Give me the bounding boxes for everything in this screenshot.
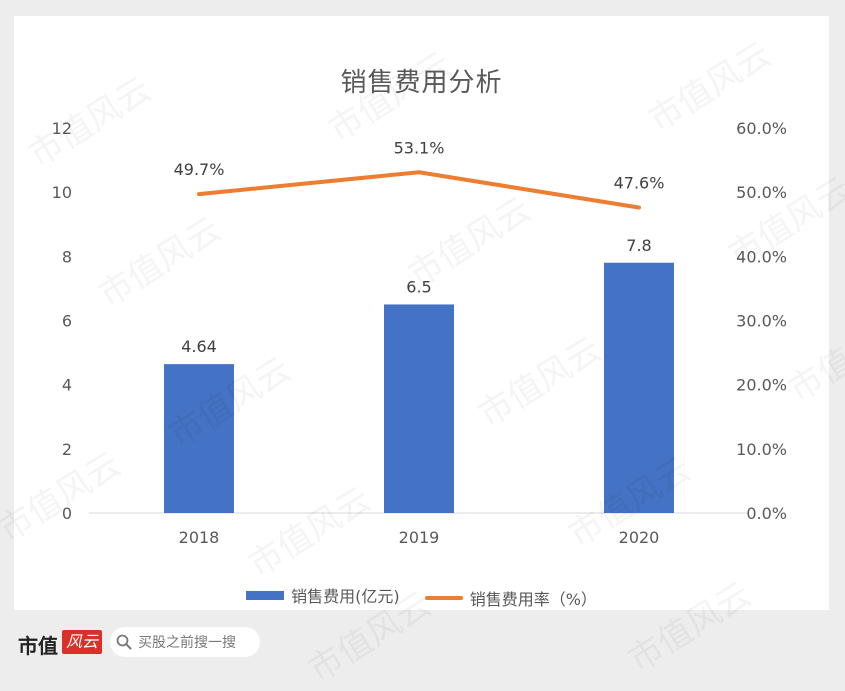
y-right-tick-label: 10.0% [736,440,787,459]
rate-line [197,170,641,210]
bar-data-label: 6.5 [406,277,431,296]
legend-swatch-line [424,595,463,600]
y-right-tick-label: 50.0% [736,183,787,202]
bar [164,364,234,513]
bar-data-label: 7.8 [626,236,651,255]
chart-card: 销售费用分析 0 2 4 6 8 10 12 0.0% 10.0% 20.0% 30.0% 40.0%… [14,16,829,610]
x-tick-label: 2018 [179,528,220,547]
chart-title: 销售费用分析 [340,68,503,98]
line-data-label: 49.7% [174,160,225,179]
x-tick-label: 2020 [619,528,660,547]
y-left-tick-label: 4 [62,376,72,395]
y-left-tick-label: 12 [52,119,72,138]
legend-label-line: 销售费用率（%） [469,589,597,609]
y-left-tick-label: 8 [62,247,72,266]
search-box[interactable]: 买股之前搜一搜 [110,627,260,657]
y-right-tick-label: 40.0% [736,247,787,266]
chart-plot: 0 2 4 6 8 10 12 0.0% 10.0% 20.0% 30.0% 40.0% 50.0% 60… [52,119,787,547]
bar [604,262,674,513]
legend-swatch-bar [246,590,285,600]
y-right-tick-label: 30.0% [736,312,787,331]
legend-label-bar: 销售费用(亿元) [291,587,400,606]
brand-badge: 风云 [62,630,102,654]
search-icon [110,627,138,657]
y-left-tick-label: 6 [62,312,72,331]
legend-item-bar[interactable]: 销售费用(亿元) [246,583,400,607]
line-data-label: 53.1% [394,138,445,157]
search-placeholder: 买股之前搜一搜 [138,635,236,651]
x-tick-label: 2019 [399,528,440,547]
legend-item-line[interactable]: 销售费用率（%） [424,586,597,610]
footer-bar: 市值 风云 买股之前搜一搜 [0,618,845,669]
chart-legend: 销售费用(亿元) 销售费用率（%） [14,583,829,610]
y-left-tick-label: 2 [62,440,72,459]
bar [384,304,454,513]
y-left-tick-label: 10 [52,183,72,202]
bar-data-label: 4.64 [181,337,217,356]
line-data-label: 47.6% [614,174,665,193]
brand-logo: 市值 [18,634,58,658]
y-right-tick-label: 20.0% [736,376,787,395]
y-right-tick-label: 0.0% [746,504,787,523]
y-right-tick-label: 60.0% [736,119,787,138]
y-left-tick-label: 0 [62,504,72,523]
